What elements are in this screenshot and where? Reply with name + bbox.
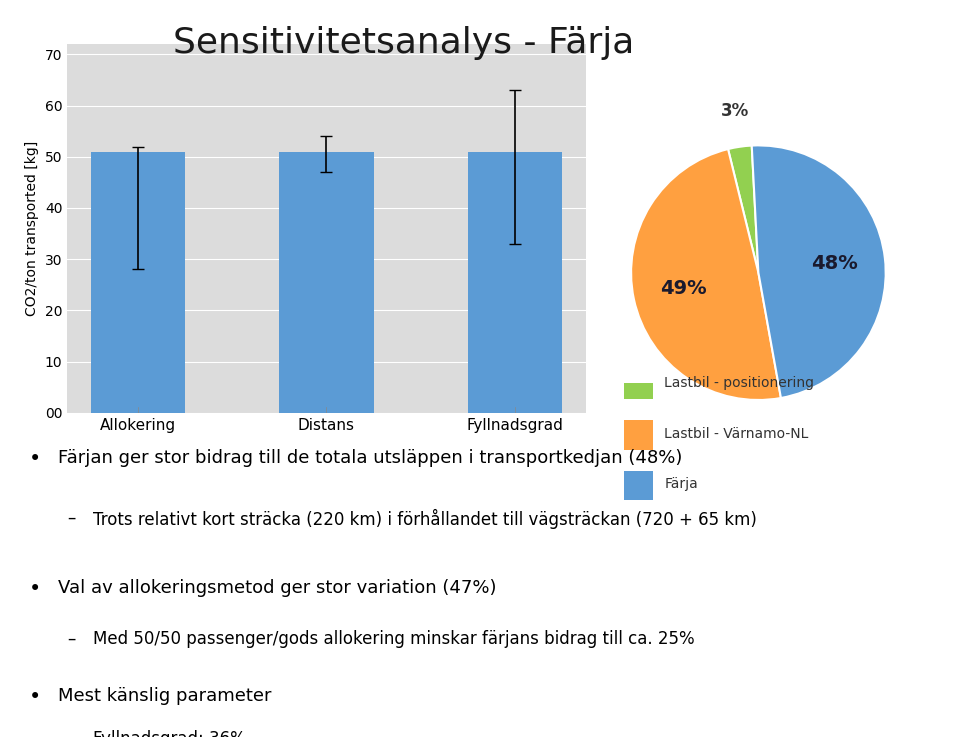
Text: Med 50/50 passenger/gods allokering minskar färjans bidrag till ca. 25%: Med 50/50 passenger/gods allokering mins…: [93, 630, 694, 648]
Text: Sensitivitetsanalys - Färja: Sensitivitetsanalys - Färja: [173, 26, 634, 60]
Text: •: •: [29, 688, 40, 708]
Text: –: –: [67, 509, 76, 527]
Text: 49%: 49%: [660, 279, 707, 298]
Text: Färjan ger stor bidrag till de totala utsläppen i transportkedjan (48%): Färjan ger stor bidrag till de totala ut…: [58, 449, 683, 467]
FancyBboxPatch shape: [624, 420, 653, 450]
FancyBboxPatch shape: [624, 471, 653, 500]
Y-axis label: CO2/ton transported [kg]: CO2/ton transported [kg]: [25, 141, 39, 316]
Text: •: •: [29, 579, 40, 598]
Text: Mest känslig parameter: Mest känslig parameter: [58, 688, 272, 705]
Wedge shape: [728, 146, 758, 273]
Wedge shape: [752, 145, 886, 398]
Text: Färja: Färja: [664, 477, 698, 491]
Text: –: –: [67, 630, 76, 648]
FancyBboxPatch shape: [624, 370, 653, 399]
Text: Val av allokeringsmetod ger stor variation (47%): Val av allokeringsmetod ger stor variati…: [58, 579, 496, 596]
Wedge shape: [631, 149, 780, 400]
Text: •: •: [29, 449, 40, 469]
Text: 3%: 3%: [720, 102, 749, 120]
Text: Fyllnadsgrad: 36%: Fyllnadsgrad: 36%: [93, 730, 246, 737]
Bar: [279, 152, 373, 413]
Text: 48%: 48%: [811, 254, 857, 273]
Text: –: –: [67, 730, 76, 737]
Bar: [468, 152, 562, 413]
Text: Lastbil - positionering: Lastbil - positionering: [664, 377, 814, 390]
Bar: [91, 152, 185, 413]
Text: Lastbil - Värnamo-NL: Lastbil - Värnamo-NL: [664, 427, 808, 441]
Text: Trots relativt kort sträcka (220 km) i förhållandet till vägsträckan (720 + 65 k: Trots relativt kort sträcka (220 km) i f…: [93, 509, 756, 529]
